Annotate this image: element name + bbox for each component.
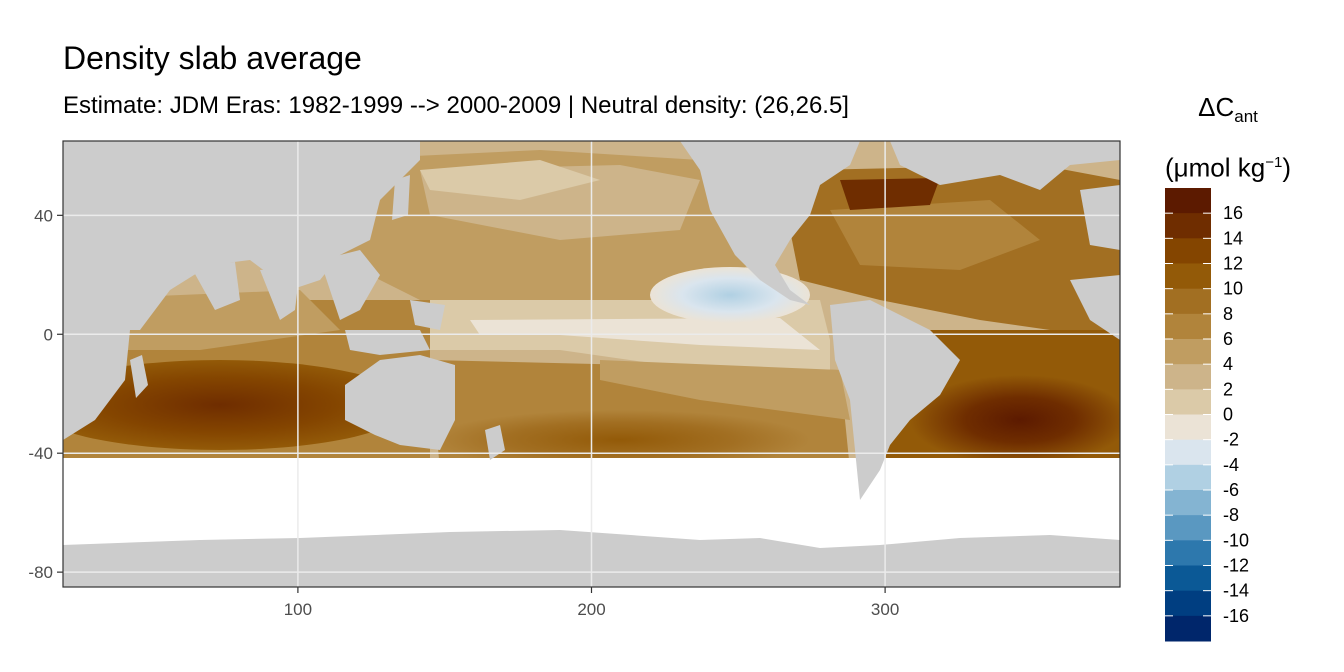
y-tick-label: 0 — [44, 325, 53, 344]
colorbar-swatch — [1165, 439, 1211, 466]
colorbar-swatch — [1165, 414, 1211, 441]
land-north-america — [680, 141, 860, 305]
colorbar-label: 14 — [1223, 228, 1243, 248]
x-tick-label: 100 — [284, 600, 312, 619]
y-tick-label: -80 — [28, 563, 53, 582]
colorbar-label: 4 — [1223, 354, 1233, 374]
land-africa — [63, 330, 130, 440]
colorbar-swatch — [1165, 188, 1211, 214]
map-title: Density slab average — [63, 40, 362, 76]
land-arabia — [190, 262, 240, 310]
colorbar-swatch — [1165, 364, 1211, 390]
colorbar-unit-suffix: ) — [1282, 152, 1291, 183]
map-subtitle: Estimate: JDM Eras: 1982-1999 --> 2000-2… — [63, 92, 849, 119]
colorbar-label: 2 — [1223, 379, 1233, 399]
colorbar-label: -16 — [1223, 606, 1249, 626]
colorbar-label: 10 — [1223, 279, 1243, 299]
colorbar-swatch — [1165, 540, 1211, 566]
land-southeast-asia — [320, 250, 380, 320]
colorbar: 16 14 12 10 8 6 4 2 0 -2 -4 -6 -8 -10 -12 -14 -16 — [1165, 188, 1249, 642]
colorbar-label: 0 — [1223, 405, 1233, 425]
colorbar-label: -6 — [1223, 480, 1239, 500]
colorbar-swatch — [1165, 615, 1211, 642]
kuroshio-light — [420, 160, 600, 200]
colorbar-unit-prefix: (μmol kg — [1165, 152, 1266, 183]
land-greenland — [890, 141, 1120, 190]
colorbar-label: -12 — [1223, 556, 1249, 576]
x-tick-label: 300 — [871, 600, 899, 619]
y-tick-label: -40 — [28, 444, 53, 463]
colorbar-swatch — [1165, 213, 1211, 239]
land-australia — [345, 355, 455, 450]
colorbar-swatch — [1165, 490, 1211, 516]
colorbar-label: -14 — [1223, 581, 1249, 601]
colorbar-label: 8 — [1223, 304, 1233, 324]
x-tick-label: 200 — [577, 600, 605, 619]
colorbar-unit: (μmol kg−1) — [1158, 140, 1298, 191]
colorbar-symbol: ΔC — [1198, 92, 1235, 122]
land-europe — [1080, 185, 1120, 250]
south-indian-band — [63, 360, 410, 450]
colorbar-swatch — [1165, 389, 1211, 415]
colorbar-label: 12 — [1223, 254, 1243, 274]
south-atlantic-band — [910, 375, 1120, 465]
south-pacific-band — [430, 410, 810, 470]
gridlines — [63, 141, 1120, 587]
colorbar-label: 16 — [1223, 203, 1243, 223]
colorbar-swatch — [1165, 263, 1211, 290]
land-africa-west — [1070, 275, 1120, 340]
colorbar-swatch — [1165, 590, 1211, 617]
colorbar-swatch — [1165, 515, 1211, 541]
land-eurasia — [63, 141, 420, 330]
colorbar-subscript: ant — [1234, 107, 1258, 127]
colorbar-swatch — [1165, 565, 1211, 592]
y-tick-label: 40 — [34, 206, 53, 225]
colorbar-swatch — [1165, 464, 1211, 491]
land-india — [260, 268, 300, 320]
colorbar-unit-exponent: −1 — [1265, 154, 1283, 172]
colorbar-swatch — [1165, 288, 1211, 315]
land-madagascar — [130, 355, 148, 398]
colorbar-label: -10 — [1223, 530, 1249, 550]
land-japan — [392, 175, 410, 220]
colorbar-swatch — [1165, 238, 1211, 264]
labrador-high — [840, 178, 940, 210]
map-layers — [63, 141, 1120, 587]
colorbar-swatch — [1165, 339, 1211, 365]
land-south-america — [830, 300, 960, 500]
colorbar-swatch — [1165, 313, 1211, 340]
north-atlantic-gyre — [830, 200, 1040, 270]
colorbar-label: 6 — [1223, 329, 1233, 349]
land-new-zealand — [485, 425, 505, 460]
south-pacific-east — [600, 360, 850, 420]
colorbar-label: -4 — [1223, 455, 1239, 475]
colorbar-title: ΔCant (μmol kg−1) — [1158, 84, 1298, 191]
colorbar-label: -2 — [1223, 430, 1239, 450]
land-indonesia — [345, 330, 430, 355]
land-borneo — [410, 300, 445, 330]
colorbar-label: -8 — [1223, 505, 1239, 525]
